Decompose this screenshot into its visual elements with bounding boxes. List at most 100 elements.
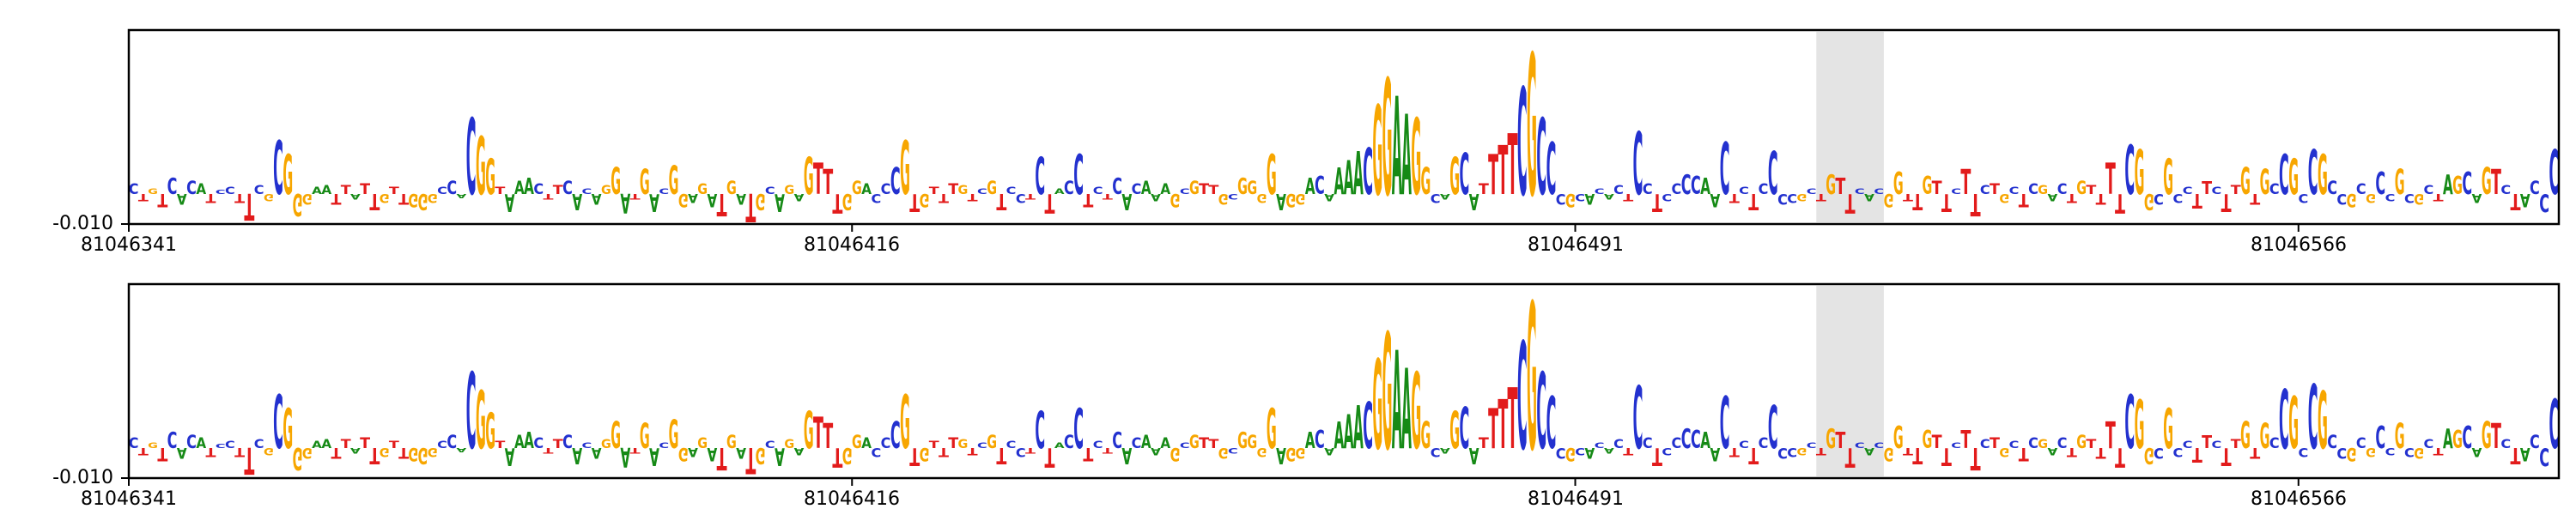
logo-letter-C: C	[2462, 420, 2472, 457]
logo-letter-C: C	[1855, 442, 1865, 451]
logo-letter-C: C	[890, 160, 901, 203]
logo-letter-A: A	[1469, 189, 1479, 215]
logo-letter-G: G	[2347, 189, 2357, 210]
logo-letter-C: C	[2124, 380, 2135, 466]
panel-border	[127, 282, 2561, 480]
logo-letter-C: C	[2423, 437, 2433, 451]
logo-track-1-plot: C T G T C AC AT C C T T C G C G G G A A T T A T T G T T G G G C C A C G G T A…	[121, 15, 2561, 240]
logo-letter-C: C	[1643, 181, 1653, 198]
logo-letter-G: G	[726, 178, 737, 199]
logo-letter-T: T	[138, 191, 149, 203]
logo-letter-G: G	[264, 445, 274, 457]
logo-letter-T: T	[1816, 445, 1827, 457]
logo-letter-C: C	[1016, 191, 1026, 205]
logo-letter-T: T	[1652, 442, 1663, 471]
logo-letter-A: A	[2048, 191, 2058, 203]
logo-letter-C: C	[2211, 185, 2221, 197]
logo-letter-C: C	[2500, 183, 2511, 197]
logo-letter-T: T	[2491, 417, 2501, 457]
logo-letter-A: A	[1141, 179, 1151, 199]
logo-letter-A: A	[794, 445, 805, 457]
logo-letter-G: G	[2482, 414, 2492, 457]
logo-letter-G: G	[669, 412, 679, 457]
logo-letter-A: A	[177, 191, 187, 208]
logo-letter-C: C	[2279, 145, 2289, 209]
logo-letter-T: T	[234, 191, 245, 206]
logo-letter-T: T	[234, 445, 245, 460]
logo-letter-A: A	[1392, 324, 1402, 481]
logo-letter-T: T	[1498, 132, 1508, 210]
logo-letter-A: A	[861, 434, 872, 451]
logo-letter-T: T	[1103, 192, 1114, 201]
logo-letter-C: C	[582, 442, 592, 451]
logo-letter-A: A	[2443, 423, 2453, 455]
logo-letter-C: C	[2308, 138, 2318, 209]
logo-letter-T: T	[544, 446, 555, 455]
logo-letter-C: C	[977, 188, 987, 197]
logo-letter-C: C	[1739, 185, 1749, 197]
logo-letter-A: A	[514, 433, 525, 453]
logo-letter-G: G	[1797, 191, 1807, 203]
logo-letter-T: T	[205, 445, 216, 460]
logo-letter-C: C	[1093, 185, 1103, 197]
logo-letter-A: A	[2472, 191, 2482, 204]
logo-letter-G: G	[640, 417, 650, 457]
logo-letter-G: G	[1884, 189, 1894, 210]
logo-letter-T: T	[996, 442, 1006, 467]
logo-letter-A: A	[1151, 445, 1161, 457]
logo-letter-C: C	[1777, 191, 1788, 208]
logo-letter-G: G	[1923, 173, 1933, 201]
logo-letter-G: G	[900, 127, 910, 212]
logo-letter-G: G	[1189, 432, 1200, 453]
logo-letter-T: T	[2250, 444, 2260, 461]
logo-letter-C: C	[1691, 172, 1701, 200]
logo-letter-C: C	[2327, 432, 2337, 453]
logo-letter-T: T	[2250, 190, 2260, 207]
logo-letter-C: C	[2057, 181, 2068, 198]
logo-letter-G: G	[380, 191, 390, 204]
logo-letter-C: C	[1459, 143, 1469, 209]
panel-border	[127, 28, 2561, 226]
logo-letter-C: C	[273, 126, 283, 212]
logo-letter-C: C	[1546, 384, 1557, 466]
logo-letter-G: G	[2482, 160, 2492, 203]
logo-letter-T: T	[1025, 446, 1036, 455]
logo-letter-T: T	[205, 191, 216, 206]
logo-letter-A: A	[2520, 189, 2530, 209]
logo-letter-C: C	[1556, 191, 1566, 208]
logo-letter-T: T	[717, 440, 727, 476]
logo-letter-C: C	[1228, 446, 1238, 455]
logo-letter-C: C	[2375, 420, 2385, 457]
logo-letter-G: G	[2076, 432, 2087, 453]
logo-letter-A: A	[572, 189, 582, 215]
logo-letter-T: T	[1903, 445, 1914, 457]
logo-letter-C: C	[225, 439, 235, 451]
logo-letter-G: G	[2163, 397, 2173, 462]
logo-letter-A: A	[1324, 191, 1334, 203]
logo-letter-T: T	[360, 435, 370, 452]
logo-letter-T: T	[1941, 188, 1953, 217]
logo-letter-T: T	[2510, 188, 2520, 213]
logo-letter-C: C	[216, 188, 226, 196]
logo-letter-A: A	[620, 442, 630, 474]
logo-letter-C: C	[2356, 181, 2366, 198]
logo-letter-G: G	[1170, 189, 1181, 210]
logo-letter-G: G	[1565, 189, 1576, 210]
logo-letter-C: C	[1720, 130, 1730, 212]
logo-letter-C: C	[1662, 445, 1672, 457]
logo-letter-A: A	[2443, 169, 2453, 201]
logo-letter-T: T	[745, 184, 756, 229]
logo-letter-A: A	[708, 189, 718, 209]
logo-letter-A: A	[1054, 442, 1065, 451]
x-axis-track-1: 81046341 81046416 81046491 81046566	[0, 234, 2576, 257]
logo-letter-C: C	[2154, 191, 2164, 208]
logo-letter-G: G	[1247, 178, 1257, 199]
logo-letter-T: T	[939, 445, 949, 460]
logo-letter-G: G	[1421, 160, 1431, 203]
x-tick-label: 81046416	[804, 488, 900, 510]
logo-letter-G: G	[601, 438, 611, 451]
logo-letter-G: G	[283, 397, 293, 462]
logo-letter-A: A	[1710, 189, 1720, 209]
logo-letter-T: T	[331, 444, 341, 461]
logo-letter-G: G	[784, 184, 794, 197]
